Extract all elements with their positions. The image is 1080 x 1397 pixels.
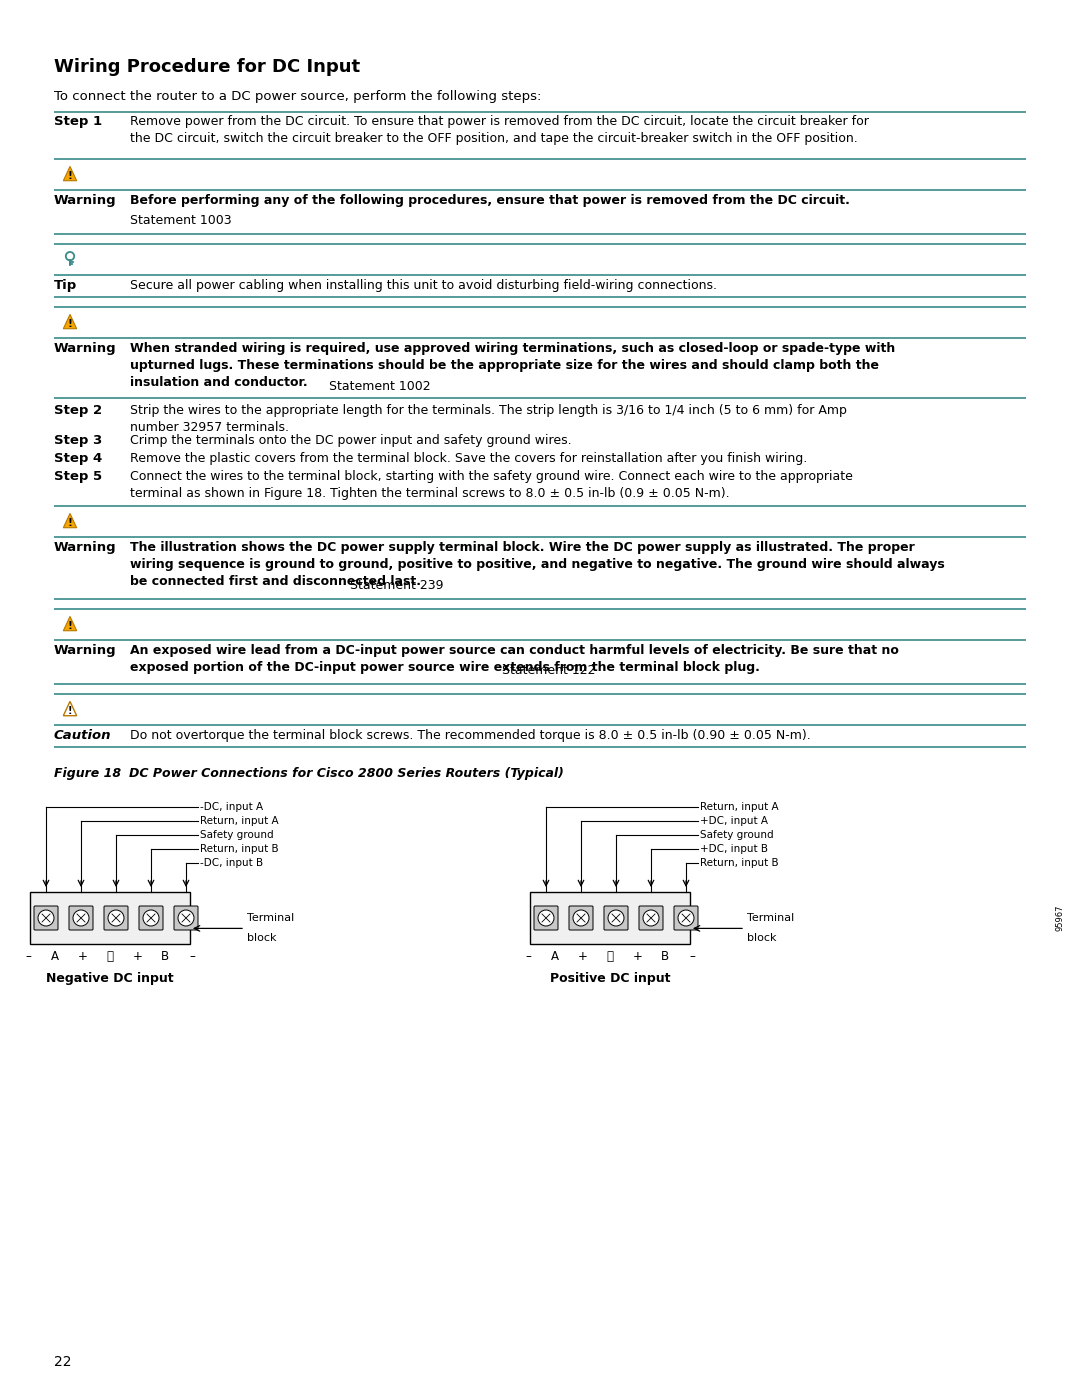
Polygon shape xyxy=(64,166,77,180)
Polygon shape xyxy=(64,701,77,715)
FancyBboxPatch shape xyxy=(530,893,690,944)
Text: 22: 22 xyxy=(54,1355,71,1369)
Text: Crimp the terminals onto the DC power input and safety ground wires.: Crimp the terminals onto the DC power in… xyxy=(130,434,571,447)
Text: Caution: Caution xyxy=(54,729,111,742)
Text: -DC, input B: -DC, input B xyxy=(200,858,264,868)
Text: Before performing any of the following procedures, ensure that power is removed : Before performing any of the following p… xyxy=(130,194,850,207)
Text: Remove the plastic covers from the terminal block. Save the covers for reinstall: Remove the plastic covers from the termi… xyxy=(130,453,807,465)
Text: +DC, input B: +DC, input B xyxy=(700,844,768,854)
Text: Terminal: Terminal xyxy=(747,914,794,923)
Text: Step 3: Step 3 xyxy=(54,434,103,447)
Text: !: ! xyxy=(68,518,72,528)
Text: Return, input B: Return, input B xyxy=(200,844,279,854)
Text: +: + xyxy=(78,950,87,963)
Text: Warning: Warning xyxy=(54,194,117,207)
Text: B: B xyxy=(661,950,669,963)
Circle shape xyxy=(108,909,124,926)
Text: Strip the wires to the appropriate length for the terminals. The strip length is: Strip the wires to the appropriate lengt… xyxy=(130,404,847,434)
Text: Safety ground: Safety ground xyxy=(700,830,773,840)
Text: Figure 18: Figure 18 xyxy=(54,767,121,780)
Text: Statement 1002: Statement 1002 xyxy=(325,380,431,393)
FancyBboxPatch shape xyxy=(30,893,190,944)
Text: +DC, input A: +DC, input A xyxy=(700,816,768,826)
Text: !: ! xyxy=(68,319,72,328)
Text: –: – xyxy=(189,950,194,963)
Polygon shape xyxy=(64,514,77,528)
Text: –: – xyxy=(25,950,31,963)
Text: Wiring Procedure for DC Input: Wiring Procedure for DC Input xyxy=(54,59,360,75)
Text: Statement 239: Statement 239 xyxy=(346,578,444,592)
Text: Statement 122: Statement 122 xyxy=(498,664,595,678)
Circle shape xyxy=(608,909,624,926)
Text: When stranded wiring is required, use approved wiring terminations, such as clos: When stranded wiring is required, use ap… xyxy=(130,342,895,388)
Text: ⏚: ⏚ xyxy=(607,950,613,963)
Text: Warning: Warning xyxy=(54,644,117,657)
Text: Step 2: Step 2 xyxy=(54,404,103,416)
FancyBboxPatch shape xyxy=(569,907,593,930)
Text: !: ! xyxy=(68,705,72,715)
Text: Positive DC input: Positive DC input xyxy=(550,972,671,985)
Text: Return, input B: Return, input B xyxy=(700,858,779,868)
FancyBboxPatch shape xyxy=(674,907,698,930)
Circle shape xyxy=(643,909,659,926)
Text: Step 1: Step 1 xyxy=(54,115,103,129)
Text: +: + xyxy=(578,950,588,963)
FancyBboxPatch shape xyxy=(139,907,163,930)
Text: The illustration shows the DC power supply terminal block. Wire the DC power sup: The illustration shows the DC power supp… xyxy=(130,541,945,588)
Text: Connect the wires to the terminal block, starting with the safety ground wire. C: Connect the wires to the terminal block,… xyxy=(130,469,853,500)
Text: –: – xyxy=(689,950,694,963)
Circle shape xyxy=(178,909,194,926)
FancyBboxPatch shape xyxy=(534,907,558,930)
Text: B: B xyxy=(161,950,168,963)
Text: Do not overtorque the terminal block screws. The recommended torque is 8.0 ± 0.5: Do not overtorque the terminal block scr… xyxy=(130,729,811,742)
Circle shape xyxy=(678,909,694,926)
Circle shape xyxy=(538,909,554,926)
Text: Safety ground: Safety ground xyxy=(200,830,273,840)
Polygon shape xyxy=(64,616,77,630)
Text: -DC, input A: -DC, input A xyxy=(200,802,264,812)
Circle shape xyxy=(143,909,159,926)
FancyBboxPatch shape xyxy=(639,907,663,930)
Polygon shape xyxy=(64,314,77,328)
Text: DC Power Connections for Cisco 2800 Series Routers (Typical): DC Power Connections for Cisco 2800 Seri… xyxy=(129,767,564,780)
Text: Remove power from the DC circuit. To ensure that power is removed from the DC ci: Remove power from the DC circuit. To ens… xyxy=(130,115,869,145)
Text: –: – xyxy=(525,950,531,963)
Text: block: block xyxy=(247,933,276,943)
Circle shape xyxy=(573,909,589,926)
Text: A: A xyxy=(52,950,59,963)
FancyBboxPatch shape xyxy=(604,907,627,930)
Text: 95967: 95967 xyxy=(1055,905,1065,932)
Text: ⏚: ⏚ xyxy=(107,950,113,963)
Text: Secure all power cabling when installing this unit to avoid disturbing field-wir: Secure all power cabling when installing… xyxy=(130,279,717,292)
Text: Step 4: Step 4 xyxy=(54,453,103,465)
Text: A: A xyxy=(551,950,559,963)
Text: An exposed wire lead from a DC-input power source can conduct harmful levels of : An exposed wire lead from a DC-input pow… xyxy=(130,644,899,673)
Text: Return, input A: Return, input A xyxy=(700,802,779,812)
Circle shape xyxy=(38,909,54,926)
Text: Step 5: Step 5 xyxy=(54,469,103,483)
FancyBboxPatch shape xyxy=(33,907,58,930)
FancyBboxPatch shape xyxy=(174,907,198,930)
Text: Terminal: Terminal xyxy=(247,914,294,923)
FancyBboxPatch shape xyxy=(69,907,93,930)
Text: !: ! xyxy=(68,170,72,180)
Text: Warning: Warning xyxy=(54,342,117,355)
Text: +: + xyxy=(133,950,143,963)
Text: Warning: Warning xyxy=(54,541,117,555)
Text: +: + xyxy=(633,950,643,963)
Text: !: ! xyxy=(68,620,72,630)
Text: Return, input A: Return, input A xyxy=(200,816,279,826)
Text: To connect the router to a DC power source, perform the following steps:: To connect the router to a DC power sour… xyxy=(54,89,541,103)
Text: Statement 1003: Statement 1003 xyxy=(130,214,231,226)
Text: Negative DC input: Negative DC input xyxy=(46,972,174,985)
Text: Tip: Tip xyxy=(54,279,78,292)
Circle shape xyxy=(73,909,89,926)
Text: block: block xyxy=(747,933,777,943)
FancyBboxPatch shape xyxy=(104,907,129,930)
